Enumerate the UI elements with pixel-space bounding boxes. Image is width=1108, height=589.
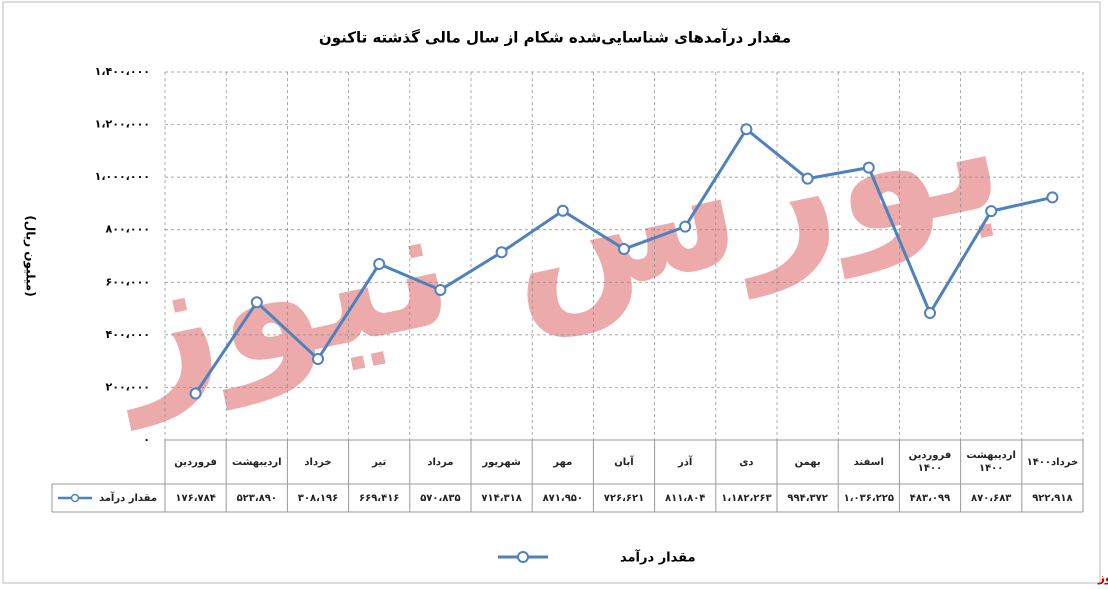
y-tick-label: ۱،۲۰۰،۰۰۰ xyxy=(95,118,150,131)
category-label: مهر xyxy=(553,456,573,468)
value-label: ۹۲۲،۹۱۸ xyxy=(1032,492,1073,504)
value-label: ۱،۰۳۶،۲۲۵ xyxy=(843,492,894,504)
value-label: ۶۶۹،۴۱۶ xyxy=(358,492,400,504)
y-axis-label: (میلیون ریال) xyxy=(23,215,38,296)
value-label: ۷۱۴،۳۱۸ xyxy=(481,492,522,504)
category-label: فروردین xyxy=(174,456,217,468)
value-label: ۱،۱۸۲،۲۶۳ xyxy=(721,492,772,504)
category-label: تیر xyxy=(372,456,387,468)
category-label: خرداد۱۴۰۰ xyxy=(1026,456,1079,468)
value-label: ۸۷۰،۶۸۳ xyxy=(970,492,1012,504)
data-point xyxy=(556,204,569,217)
y-tick-label: ۴۰۰،۰۰۰ xyxy=(106,328,150,341)
data-point xyxy=(189,387,202,400)
y-tick-label: ۱،۰۰۰،۰۰۰ xyxy=(95,170,150,183)
value-label: ۷۲۶،۶۲۱ xyxy=(603,492,645,504)
data-point xyxy=(495,246,508,259)
category-label: آذر xyxy=(678,456,693,468)
y-tick-label: ۸۰۰،۰۰۰ xyxy=(106,223,150,236)
value-label: ۴۸۳،۰۹۹ xyxy=(909,492,951,504)
value-label: ۱۷۶،۷۸۴ xyxy=(175,492,216,504)
y-tick-label: ۲۰۰،۰۰۰ xyxy=(106,380,150,393)
data-point xyxy=(679,220,692,233)
legend-marker xyxy=(70,493,80,503)
chart-title: مقدار درآمدهای شناسایی‌شده شکام از سال م… xyxy=(319,29,791,47)
value-label: ۳۰۸،۱۹۶ xyxy=(297,492,339,504)
category-label: اردیبهشت xyxy=(232,456,282,468)
data-point xyxy=(862,161,875,174)
source: بورس نیوز xyxy=(1097,571,1108,586)
category-label: فروردین ۱۴۰۰ xyxy=(908,450,952,474)
y-tick-label: ۱،۴۰۰،۰۰۰ xyxy=(95,65,150,78)
data-point xyxy=(801,172,814,185)
category-label: دی xyxy=(739,456,754,468)
data-point xyxy=(434,283,447,296)
data-point xyxy=(250,296,263,309)
category-label: بهمن xyxy=(794,456,821,468)
value-label: ۹۹۴،۳۷۲ xyxy=(787,492,828,504)
y-tick-label: ۰ xyxy=(143,433,150,446)
category-label: آبان xyxy=(614,456,634,468)
value-label: ۵۷۰،۸۳۵ xyxy=(420,492,461,504)
legend-label: مقدار درآمد xyxy=(98,492,158,504)
data-point xyxy=(618,243,630,256)
data-point xyxy=(312,352,324,365)
data-point xyxy=(924,307,936,320)
y-tick-label: ۶۰۰،۰۰۰ xyxy=(106,275,150,288)
data-point xyxy=(373,258,386,271)
category-label: اسفند xyxy=(853,456,884,468)
legend-marker xyxy=(517,551,529,563)
category-label: اردیبهشت ۱۴۰۰ xyxy=(966,450,1016,474)
category-label: مرداد xyxy=(427,456,454,468)
category-label: خرداد xyxy=(304,456,332,468)
value-label: ۵۲۳،۸۹۰ xyxy=(236,492,277,504)
category-label: شهریور xyxy=(482,456,521,468)
legend-label: مقدار درآمد xyxy=(620,549,696,566)
data-point xyxy=(985,205,998,218)
data-point xyxy=(740,123,753,136)
data-point xyxy=(1046,191,1059,204)
value-label: ۸۱۱،۸۰۴ xyxy=(664,492,706,504)
value-label: ۸۷۱،۹۵۰ xyxy=(542,492,583,504)
